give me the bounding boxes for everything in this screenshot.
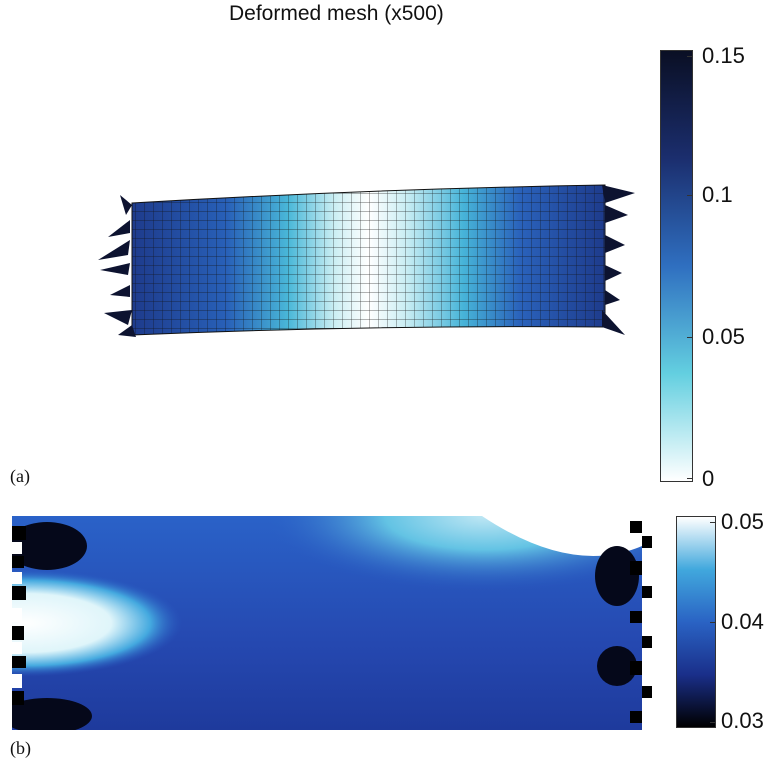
colorbar-b-tick-1: 0.04 xyxy=(721,609,764,634)
colorbar-a-tick-3: 0 xyxy=(702,466,715,491)
left-edge-pattern xyxy=(12,526,26,705)
right-edge-pattern xyxy=(630,521,652,723)
colorbar-a xyxy=(660,50,693,482)
tick-mark xyxy=(687,337,693,338)
colorbar-a-tick-0: 0.15 xyxy=(702,43,745,68)
panel-label-a: (a) xyxy=(10,466,30,486)
tick-mark xyxy=(710,722,716,723)
deformed-mesh-plot xyxy=(98,184,635,337)
panel-label-b: (b) xyxy=(10,738,31,758)
figure-title: Deformed mesh (x500) xyxy=(229,2,444,25)
tick-mark xyxy=(710,622,716,623)
colorbar-a-tick-2: 0.05 xyxy=(702,324,745,349)
tick-mark xyxy=(687,478,693,479)
tick-mark xyxy=(710,522,716,523)
right-boundary-spikes xyxy=(602,185,635,335)
colorbar-a-tick-1: 0.1 xyxy=(702,182,733,207)
tick-mark xyxy=(687,56,693,57)
tick-mark xyxy=(687,195,693,196)
colorbar-b-tick-2: 0.03 xyxy=(721,708,764,733)
left-boundary-spikes xyxy=(98,195,136,337)
colorbar-b-tick-0: 0.05 xyxy=(721,509,764,534)
field-heatmap xyxy=(12,516,652,730)
